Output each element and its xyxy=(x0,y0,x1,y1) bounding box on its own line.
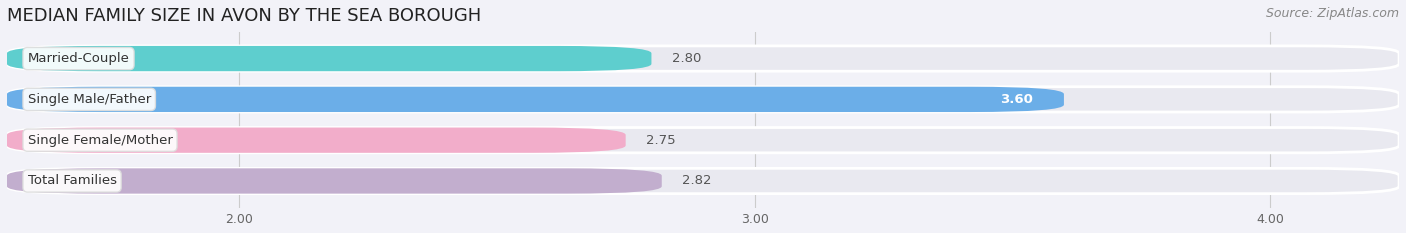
Text: MEDIAN FAMILY SIZE IN AVON BY THE SEA BOROUGH: MEDIAN FAMILY SIZE IN AVON BY THE SEA BO… xyxy=(7,7,481,25)
FancyBboxPatch shape xyxy=(7,87,1399,112)
FancyBboxPatch shape xyxy=(7,127,1399,153)
Text: Single Male/Father: Single Male/Father xyxy=(28,93,150,106)
FancyBboxPatch shape xyxy=(7,168,1399,194)
FancyBboxPatch shape xyxy=(7,46,1399,71)
Text: Single Female/Mother: Single Female/Mother xyxy=(28,134,173,147)
FancyBboxPatch shape xyxy=(7,168,662,194)
FancyBboxPatch shape xyxy=(7,127,626,153)
Text: Married-Couple: Married-Couple xyxy=(28,52,129,65)
Text: Source: ZipAtlas.com: Source: ZipAtlas.com xyxy=(1265,7,1399,20)
Text: 3.60: 3.60 xyxy=(1000,93,1033,106)
Text: 2.75: 2.75 xyxy=(647,134,676,147)
Text: 2.80: 2.80 xyxy=(672,52,702,65)
Text: 2.82: 2.82 xyxy=(682,175,711,188)
FancyBboxPatch shape xyxy=(7,46,651,71)
Text: Total Families: Total Families xyxy=(28,175,117,188)
FancyBboxPatch shape xyxy=(7,87,1064,112)
